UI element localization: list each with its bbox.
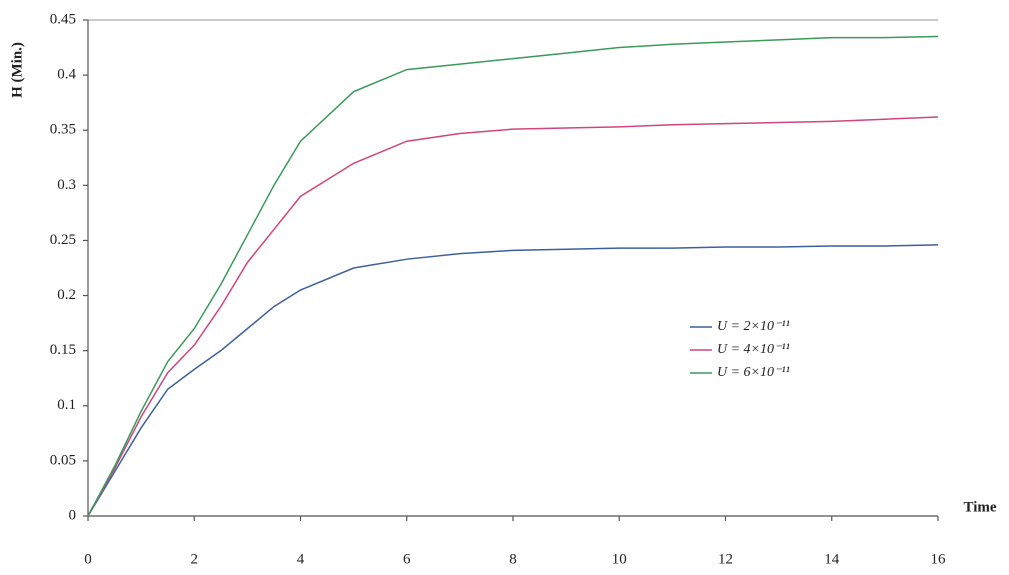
- x-tick-label: 16: [931, 551, 947, 567]
- legend-label: U = 6×10⁻¹¹: [717, 365, 790, 380]
- x-tick-label: 10: [612, 551, 627, 567]
- y-tick-label: 0: [69, 507, 77, 523]
- y-tick-label: 0.1: [57, 397, 76, 413]
- y-tick-label: 0.25: [50, 232, 76, 248]
- x-tick-label: 12: [718, 551, 733, 567]
- x-tick-label: 4: [297, 551, 305, 567]
- y-tick-label: 0.45: [50, 11, 76, 27]
- y-tick-label: 0.05: [50, 452, 76, 468]
- series-line: [87, 116, 939, 517]
- series-line: [87, 35, 939, 517]
- series-line: [87, 244, 939, 517]
- x-tick-label: 2: [191, 551, 199, 567]
- x-tick-label: 8: [509, 551, 517, 567]
- x-tick-label: 0: [84, 551, 92, 567]
- x-tick-label: 14: [824, 551, 840, 567]
- y-tick-label: 0.3: [57, 177, 76, 193]
- x-tick-label: 6: [403, 551, 411, 567]
- legend-label: U = 2×10⁻¹¹: [717, 319, 790, 334]
- legend-label: U = 4×10⁻¹¹: [717, 342, 790, 357]
- y-axis-label: H (Min.): [9, 42, 25, 98]
- y-tick-label: 0.4: [57, 67, 76, 83]
- y-tick-label: 0.2: [57, 287, 76, 303]
- y-tick-label: 0.35: [50, 122, 76, 138]
- x-axis-label: Time: [963, 499, 996, 515]
- y-tick-label: 0.15: [50, 342, 76, 358]
